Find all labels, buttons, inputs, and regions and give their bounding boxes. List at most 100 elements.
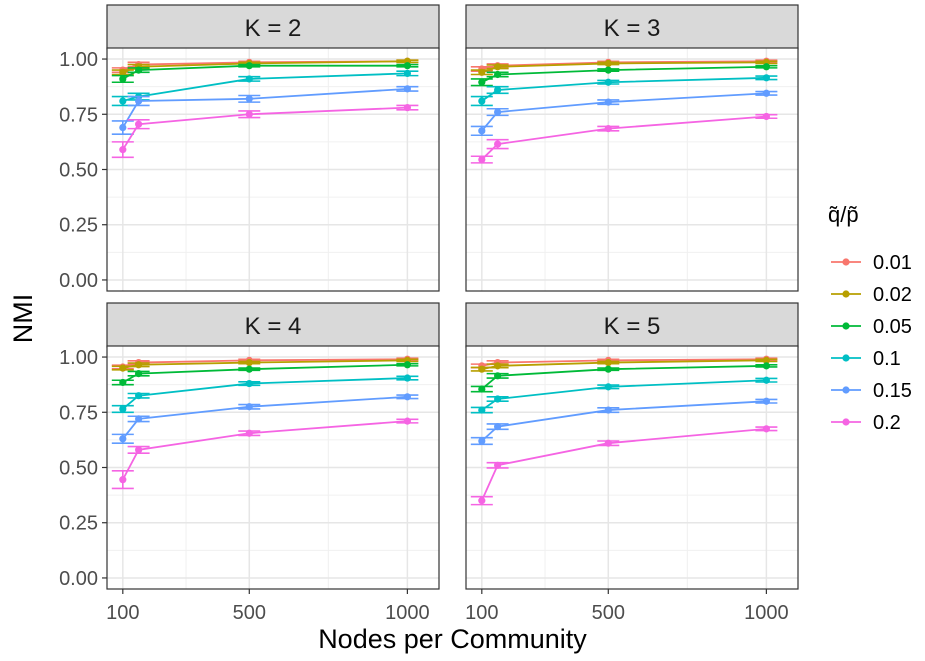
data-point (135, 120, 143, 128)
series-line-0.05 (481, 364, 767, 390)
series-line-0.15 (481, 92, 767, 132)
data-point (604, 406, 612, 414)
y-tick-label: 0.25 (59, 215, 98, 237)
data-point (403, 85, 411, 93)
series-line-0.15 (122, 87, 408, 128)
data-point (762, 397, 770, 405)
series-line-0.2 (480, 427, 767, 502)
series-line-0.05 (122, 363, 408, 384)
data-point (494, 86, 502, 94)
data-point (135, 361, 143, 369)
panel-strip-label: K = 2 (245, 15, 302, 42)
data-point (478, 78, 486, 86)
legend-key-point (842, 386, 850, 394)
series-line-0.1 (122, 377, 408, 410)
data-point (478, 68, 486, 76)
data-point (245, 95, 253, 103)
panel-strip-label: K = 4 (245, 313, 302, 340)
data-point (478, 406, 486, 414)
data-point (762, 112, 770, 121)
legend-key-point (842, 290, 850, 298)
series-line-0.05 (122, 64, 408, 80)
panel-4: K = 5 100 500 1000 (465, 302, 799, 624)
data-point (494, 395, 502, 403)
data-point (762, 63, 770, 71)
legend-key-point (842, 354, 850, 362)
data-point (762, 89, 770, 97)
data-point (135, 370, 143, 378)
panel-border (465, 345, 799, 590)
data-point (762, 376, 770, 384)
data-point (604, 98, 612, 106)
data-point (494, 372, 502, 380)
legend-key-point (842, 322, 850, 330)
data-point (762, 74, 770, 82)
panel-border (465, 47, 799, 292)
data-point (604, 125, 612, 133)
x-axis-title: Nodes per Community (318, 624, 587, 654)
series-line-0.2 (122, 420, 408, 481)
series-line-0.2 (481, 115, 767, 161)
data-point (478, 365, 486, 373)
legend-entry-label: 0.2 (873, 412, 901, 434)
data-point (403, 417, 411, 425)
y-tick-label: 0.00 (59, 270, 98, 292)
series-line-0.1 (481, 76, 767, 102)
data-point (119, 435, 127, 443)
data-point (762, 362, 770, 370)
data-point (762, 425, 770, 433)
panel-strip (465, 302, 799, 348)
data-point (604, 59, 612, 68)
legend-key-point (842, 258, 850, 266)
data-point (403, 69, 411, 78)
data-point (494, 108, 502, 116)
legend-entry-label: 0.02 (873, 284, 912, 306)
data-point (135, 415, 143, 423)
legend-entry-label: 0.1 (873, 348, 901, 370)
panel-strip (465, 4, 799, 50)
data-point (135, 97, 143, 105)
series-line-0.1 (122, 72, 408, 102)
y-tick-label: 1.00 (59, 347, 98, 369)
data-point (119, 68, 127, 76)
y-axis-title: NMI (8, 294, 38, 344)
legend: q̃/p̃ 0.01 0.02 0.05 0.1 0.15 0.2 (828, 202, 912, 434)
data-point (245, 403, 253, 411)
data-point (245, 429, 253, 437)
series-line-0.1 (481, 379, 767, 411)
data-point (245, 365, 253, 373)
series-line-0.15 (122, 395, 408, 440)
x-tick-label: 500 (592, 602, 625, 624)
data-point (245, 75, 253, 83)
data-point (494, 423, 502, 431)
data-point (604, 365, 612, 373)
data-point (478, 127, 486, 135)
data-point (119, 364, 127, 372)
x-tick-label: 100 (106, 602, 139, 624)
legend-entry-label: 0.05 (873, 316, 912, 338)
data-point (604, 66, 612, 74)
data-point (494, 461, 502, 469)
panel-strip-label: K = 3 (604, 15, 661, 42)
data-point (245, 62, 253, 70)
data-point (478, 437, 486, 445)
data-point (119, 75, 127, 83)
data-point (604, 383, 612, 391)
panel-3: K = 4 0.00 0.25 0.50 0.75 1.00 100 500 1000 (59, 302, 440, 624)
data-point (494, 140, 502, 148)
legend-entry-label: 0.15 (873, 380, 912, 402)
y-tick-label: 1.00 (59, 49, 98, 71)
data-point (403, 374, 411, 382)
panel-1: K = 2 0.00 0.25 0.50 0.75 1.00 (59, 4, 440, 292)
legend-title: q̃/p̃ (828, 202, 859, 227)
data-point (119, 405, 127, 413)
data-point (119, 146, 127, 154)
x-tick-label: 500 (233, 602, 266, 624)
series-line-0.15 (481, 400, 767, 442)
series-line-0.2 (122, 106, 408, 151)
data-point (245, 110, 253, 118)
y-tick-label: 0.75 (59, 402, 98, 424)
data-point (494, 70, 502, 79)
y-tick-label: 0.50 (59, 160, 98, 182)
